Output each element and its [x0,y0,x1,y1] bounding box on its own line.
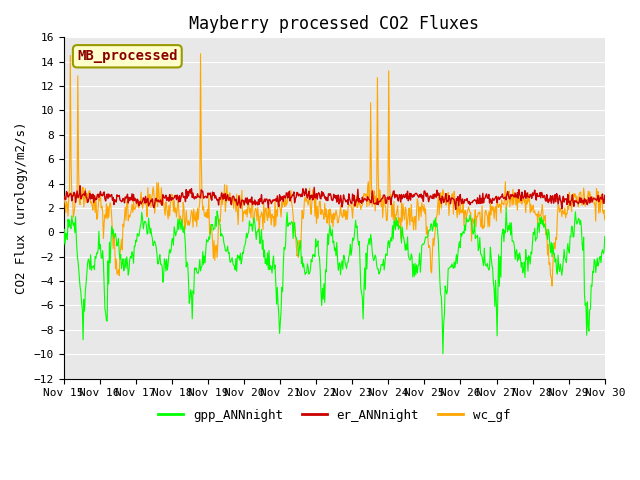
Y-axis label: CO2 Flux (urology/m2/s): CO2 Flux (urology/m2/s) [15,121,28,294]
Text: MB_processed: MB_processed [77,49,177,63]
Title: Mayberry processed CO2 Fluxes: Mayberry processed CO2 Fluxes [189,15,479,33]
Legend: gpp_ANNnight, er_ANNnight, wc_gf: gpp_ANNnight, er_ANNnight, wc_gf [153,404,515,427]
